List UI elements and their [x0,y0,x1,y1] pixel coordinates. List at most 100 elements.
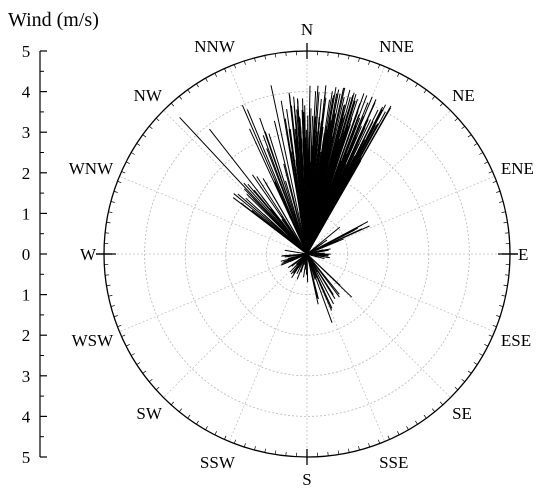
outer-tick [473,362,478,365]
radial-tick-label: 5 [22,42,31,61]
outer-tick [484,344,489,347]
outer-tick [142,134,147,138]
radial-tick-label: 3 [22,123,31,142]
wind-vector [306,109,379,255]
outer-tick [501,211,506,213]
outer-tick [348,55,350,60]
outer-tick [501,295,506,297]
outer-tick [125,344,130,347]
outer-tick [264,55,266,60]
outer-tick [170,401,175,406]
outer-tick [254,446,256,451]
outer-tick [131,353,135,356]
radial-axis: 5 4 3 2 1 0 1 2 3 4 5 [22,42,518,467]
direction-label-S: S [302,470,311,489]
direction-labels: N NNE NE ENE E ESE SE SSE S SSW SW WSW W WNW NW NNW [69,20,534,489]
outer-tick [496,190,501,193]
outer-tick [488,334,493,337]
outer-tick [136,143,141,146]
grid-spoke-SSW [228,253,308,442]
outer-tick [479,152,483,155]
outer-tick [125,161,130,164]
radial-tick-label: 4 [22,407,31,426]
outer-tick [431,408,436,412]
y-axis-title: Wind (m/s) [8,9,99,31]
outer-tick [136,362,141,365]
outer-tick [149,378,153,383]
outer-tick [117,324,122,328]
outer-tick [155,117,160,122]
outer-tick [496,315,501,318]
wind-vector [270,85,308,255]
outer-tick [492,180,497,184]
direction-label-ESE: ESE [501,331,531,350]
outer-tick [348,448,350,453]
radial-tick-label: 4 [22,83,31,102]
outer-tick [110,201,115,203]
outer-tick [358,57,360,62]
outer-tick [110,305,115,307]
direction-label-E: E [518,245,528,264]
outer-tick [368,60,371,65]
outer-tick [473,143,478,146]
outer-tick [196,83,199,88]
wind-vector [287,253,308,269]
wind-vector [306,221,369,255]
wind-vector [209,128,308,255]
grid-ring-4 [144,91,470,417]
outer-tick [142,370,147,374]
outer-tick [233,64,237,69]
wind-vector [306,253,336,300]
direction-label-NE: NE [452,86,475,105]
outer-tick [423,89,427,94]
wind-vector [262,178,308,255]
direction-label-NNW: NNW [194,37,236,56]
wind-vectors [179,85,392,323]
wind-vector [306,240,339,255]
radial-tick-label: 5 [22,448,31,467]
outer-tick [187,89,191,94]
outer-tick [454,386,459,391]
outer-tick [387,68,390,73]
outer-tick [187,414,191,419]
outer-tick [224,435,227,440]
wind-vector [306,253,319,299]
wind-vector [283,163,308,255]
outer-tick [274,450,277,455]
wind-vector [305,253,308,275]
outer-tick [121,334,126,337]
direction-label-SSW: SSW [200,453,236,472]
outer-tick [178,408,183,412]
wind-vector [297,253,308,268]
wind-vector [305,129,308,255]
outer-tick [113,190,118,193]
outer-tick [243,60,246,65]
wind-vector [306,155,340,255]
outer-tick [149,125,153,130]
radial-tick-label: 2 [22,164,31,183]
direction-label-W: W [80,245,97,264]
outer-tick [155,386,160,391]
outer-tick [439,401,444,406]
wind-vector [252,174,308,255]
outer-tick [113,315,118,318]
outer-tick [397,72,400,77]
outer-tick [196,420,199,425]
wind-vector [262,135,308,255]
outer-tick [368,443,371,448]
radial-tick-label: 0 [22,245,31,264]
outer-tick [488,171,493,174]
radial-tick-label: 1 [22,204,31,223]
outer-tick [205,426,208,430]
outer-tick [108,211,113,213]
grid-spoke-WSW [119,253,308,333]
outer-tick [358,446,360,451]
outer-tick [431,96,436,100]
outer-tick [233,439,237,444]
outer-tick [423,414,427,419]
wind-vector [306,253,333,323]
outer-tick [467,370,472,374]
outer-tick [121,171,126,174]
direction-label-SE: SE [452,404,472,423]
direction-label-WNW: WNW [69,159,114,178]
